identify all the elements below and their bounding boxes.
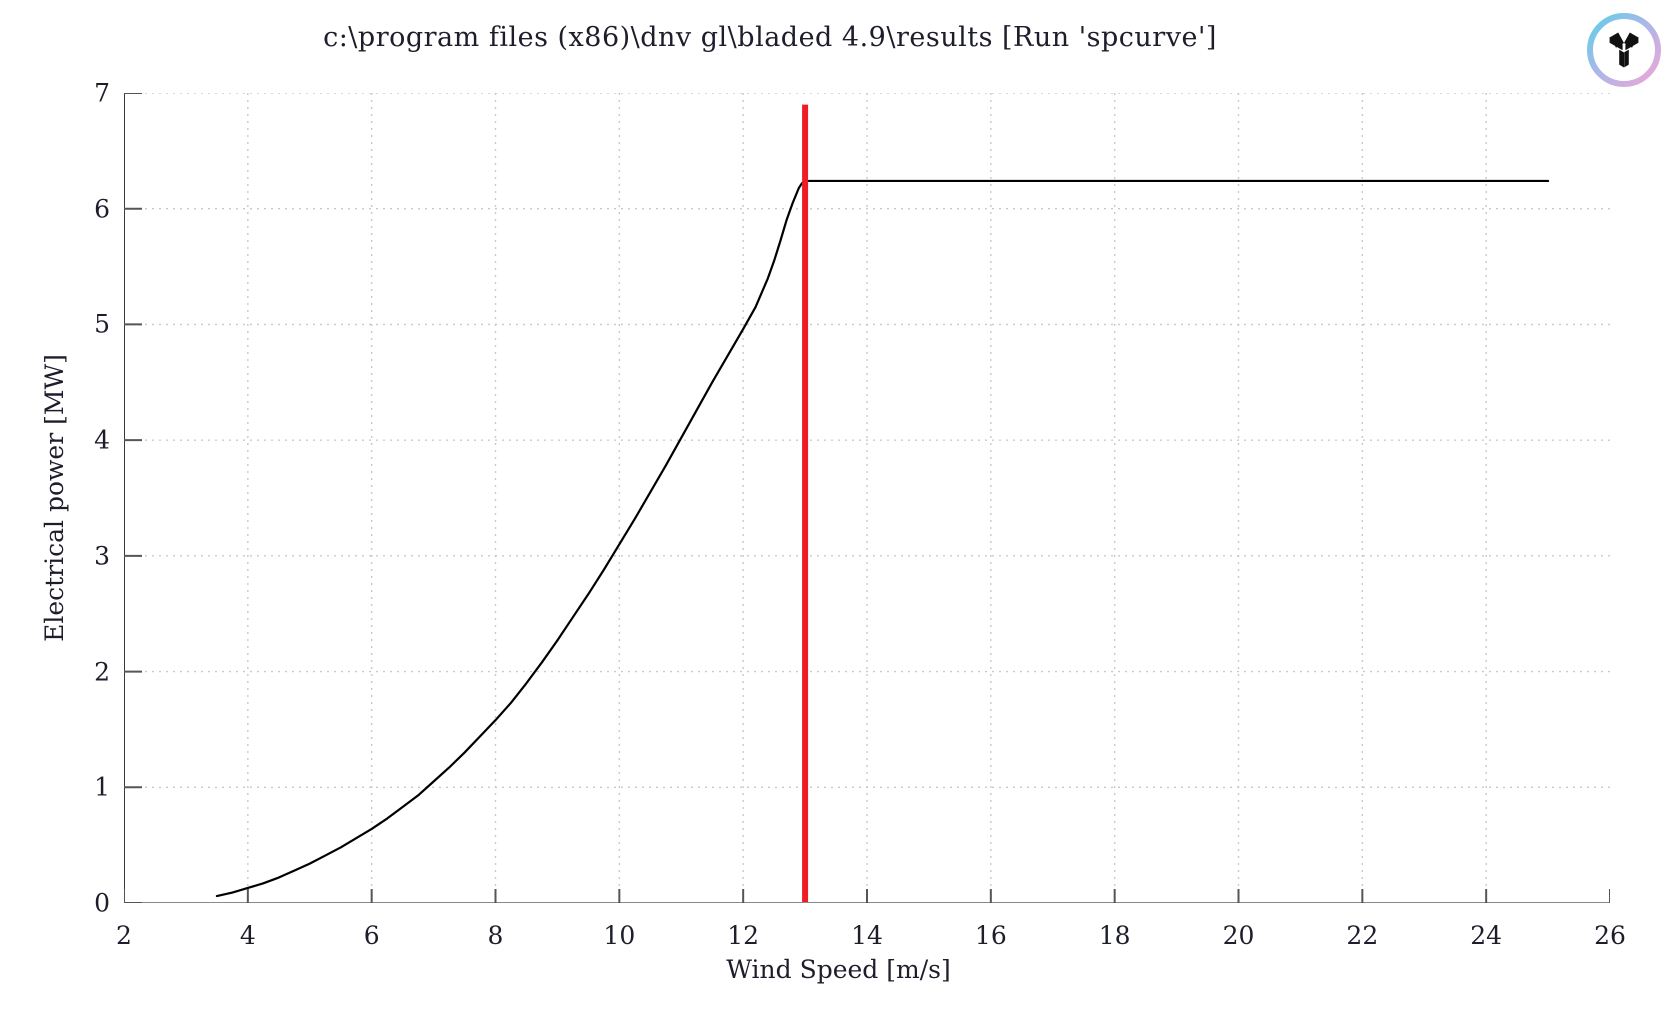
series-line <box>215 179 1550 898</box>
x-tick-label: 18 <box>1098 921 1131 950</box>
y-tick-label: 4 <box>94 425 110 455</box>
x-tick-label: 4 <box>239 921 256 950</box>
x-tick-label: 6 <box>363 921 380 950</box>
axis-lines <box>124 93 1610 903</box>
y-tick-label: 1 <box>94 772 110 802</box>
y-tick-label: 3 <box>94 541 110 571</box>
y-tick-label: 2 <box>94 657 110 687</box>
x-tick-label: 16 <box>974 921 1007 950</box>
x-tick-label: 10 <box>603 921 636 950</box>
x-tick-label: 2 <box>116 921 132 950</box>
y-tick-label: 0 <box>94 888 110 918</box>
x-tick-label: 24 <box>1470 921 1503 950</box>
page-title: c:\program files (x86)\dnv gl\bladed 4.9… <box>323 22 1217 53</box>
x-tick-label: 22 <box>1346 921 1379 950</box>
y-tick-label: 7 <box>94 78 110 108</box>
x-tick-label: 12 <box>727 921 760 950</box>
y-axis-title: Electrical power [MW] <box>40 354 69 642</box>
tri-fork-logo <box>1586 12 1662 88</box>
x-tick-label: 20 <box>1222 921 1255 950</box>
gridlines <box>124 93 1610 903</box>
x-axis-title: Wind Speed [m/s] <box>726 955 951 984</box>
plot-svg <box>124 93 1610 903</box>
y-tick-label: 6 <box>94 194 110 224</box>
plot-area <box>124 93 1610 903</box>
y-tick-label: 5 <box>94 309 110 339</box>
data-series-layer <box>215 104 1550 903</box>
x-tick-label: 14 <box>851 921 883 950</box>
axis-ticks <box>124 93 1610 903</box>
x-tick-label: 26 <box>1594 921 1626 950</box>
x-tick-label: 8 <box>487 921 504 950</box>
